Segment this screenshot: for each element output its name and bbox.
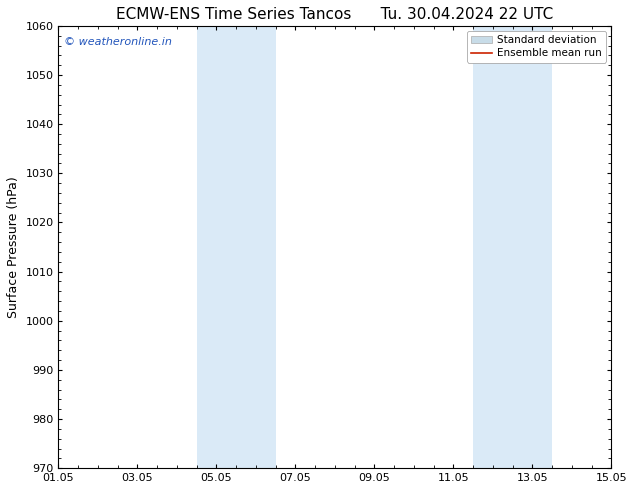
Title: ECMW-ENS Time Series Tancos      Tu. 30.04.2024 22 UTC: ECMW-ENS Time Series Tancos Tu. 30.04.20… [116,7,553,22]
Legend: Standard deviation, Ensemble mean run: Standard deviation, Ensemble mean run [467,31,606,63]
Y-axis label: Surface Pressure (hPa): Surface Pressure (hPa) [7,176,20,318]
Bar [197,26,276,468]
Bar [473,26,552,468]
Text: © weatheronline.in: © weatheronline.in [64,37,172,47]
